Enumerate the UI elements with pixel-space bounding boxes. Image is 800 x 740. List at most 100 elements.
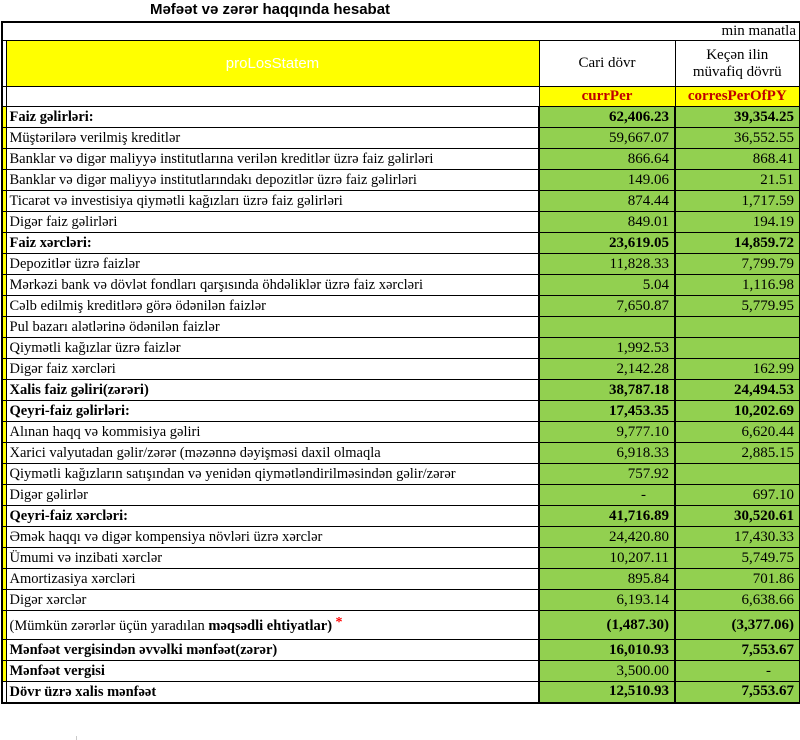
previous-period-label-line2: müvafiq dövrü bbox=[692, 63, 782, 80]
row-value-current-period: 23,619.05 bbox=[538, 232, 676, 255]
table-row: Digər faiz xərcləri 2,142.28 162.99 bbox=[1, 358, 800, 381]
row-value-previous-period: 5,749.75 bbox=[674, 547, 800, 570]
row-value-current-period: 7,650.87 bbox=[538, 295, 676, 318]
unit-note: min manatla bbox=[1, 21, 800, 42]
footnote-asterisk: * bbox=[332, 615, 343, 631]
row-value-previous-period: 701.86 bbox=[674, 568, 800, 591]
row-label: Qiymətli kağızların satışından və yenidə… bbox=[5, 463, 540, 486]
table-header-row: proLosStatem Cari dövr Keçən ilin müvafi… bbox=[1, 40, 800, 88]
row-value-current-period: (1,487.30) bbox=[538, 610, 676, 641]
row-value-current-period: 10,207.11 bbox=[538, 547, 676, 570]
row-value-previous-period: 24,494.53 bbox=[674, 379, 800, 402]
table-row: Qeyri-faiz gəlirləri: 17,453.35 10,202.69 bbox=[1, 400, 800, 423]
row-value-current-period: 849.01 bbox=[538, 211, 676, 234]
row-label: Qeyri-faiz xərcləri: bbox=[5, 505, 540, 528]
table-row: (Mümkün zərərlər üçün yaradılan məqsədli… bbox=[1, 610, 800, 641]
row-label: Dövr üzrə xalis mənfəət bbox=[5, 681, 540, 704]
previous-period-label-line1: Keçən ilin bbox=[706, 46, 769, 63]
row-value-previous-period: 2,885.15 bbox=[674, 442, 800, 465]
row-label: Faiz gəlirləri: bbox=[5, 106, 540, 129]
row-value-previous-period bbox=[674, 316, 800, 339]
row-label: Banklar və digər maliyyə institutlarına … bbox=[5, 148, 540, 171]
row-value-previous-period: 14,859.72 bbox=[674, 232, 800, 255]
table-row: Digər gəlirlər -697.10 bbox=[1, 484, 800, 507]
row-label: Mənfəət vergisindən əvvəlki mənfəət(zərə… bbox=[5, 639, 540, 662]
row-label: Əmək haqqı və digər kompensiya növləri ü… bbox=[5, 526, 540, 549]
table-row: Alınan haqq və kommisiya gəliri 9,777.10 6… bbox=[1, 421, 800, 444]
row-value-previous-period: 1,116.98 bbox=[674, 274, 800, 297]
row-label: Xarici valyutadan gəlir/zərər (məzənnə d… bbox=[5, 442, 540, 465]
row-label: Mərkəzi bank və dövlət fondları qarşısın… bbox=[5, 274, 540, 297]
row-label: Cəlb edilmiş kreditlərə görə ödənilən fa… bbox=[5, 295, 540, 318]
current-period-code: currPer bbox=[538, 86, 676, 108]
row-value-current-period: 17,453.35 bbox=[538, 400, 676, 423]
row-value-previous-period: 30,520.61 bbox=[674, 505, 800, 528]
row-value-current-period: 2,142.28 bbox=[538, 358, 676, 381]
row-value-previous-period: 36,552.55 bbox=[674, 127, 800, 150]
row-value-current-period: 1,992.53 bbox=[538, 337, 676, 360]
table-row: Digər faiz gəlirləri 849.01 194.19 bbox=[1, 211, 800, 234]
row-value-current-period: 11,828.33 bbox=[538, 253, 676, 276]
row-value-previous-period: 17,430.33 bbox=[674, 526, 800, 549]
row-value-previous-period: 162.99 bbox=[674, 358, 800, 381]
row-value-current-period: 149.06 bbox=[538, 169, 676, 192]
table-row: Xarici valyutadan gəlir/zərər (məzənnə d… bbox=[1, 442, 800, 465]
row-value-previous-period bbox=[674, 337, 800, 360]
table-row: Amortizasiya xərcləri 895.84 701.86 bbox=[1, 568, 800, 591]
row-value-previous-period: 21.51 bbox=[674, 169, 800, 192]
table-row: Müştərilərə verilmiş kreditlər 59,667.07 3… bbox=[1, 127, 800, 150]
row-value-current-period: 895.84 bbox=[538, 568, 676, 591]
row-value-current-period: 62,406.23 bbox=[538, 106, 676, 129]
row-value-previous-period: 10,202.69 bbox=[674, 400, 800, 423]
table-row: Qiymətli kağızların satışından və yenidə… bbox=[1, 463, 800, 486]
row-value-previous-period: 868.41 bbox=[674, 148, 800, 171]
table-row: Cəlb edilmiş kreditlərə görə ödənilən fa… bbox=[1, 295, 800, 318]
table-row: Faiz gəlirləri: 62,406.23 39,354.25 bbox=[1, 106, 800, 129]
table-row: Əmək haqqı və digər kompensiya növləri ü… bbox=[1, 526, 800, 549]
table-row: Mənfəət vergisindən əvvəlki mənfəət(zərə… bbox=[1, 639, 800, 662]
row-label: Digər faiz gəlirləri bbox=[5, 211, 540, 234]
row-value-previous-period: 6,620.44 bbox=[674, 421, 800, 444]
row-value-current-period: 866.64 bbox=[538, 148, 676, 171]
row-label: Qiymətli kağızlar üzrə faizlər bbox=[5, 337, 540, 360]
table-row: Qeyri-faiz xərcləri: 41,716.89 30,520.61 bbox=[1, 505, 800, 528]
row-value-previous-period: 7,553.67 bbox=[674, 639, 800, 662]
row-label: Amortizasiya xərcləri bbox=[5, 568, 540, 591]
row-label: Digər faiz xərcləri bbox=[5, 358, 540, 381]
row-value-current-period: 6,193.14 bbox=[538, 589, 676, 612]
table-row: Dövr üzrə xalis mənfəət 12,510.93 7,553.67 bbox=[1, 681, 800, 704]
unit-note-row: min manatla bbox=[1, 21, 800, 42]
row-value-previous-period: 697.10 bbox=[674, 484, 800, 507]
column-header-current-period: Cari dövr bbox=[538, 40, 676, 88]
row-value-current-period: 757.92 bbox=[538, 463, 676, 486]
row-label-emphasis: məqsədli ehtiyatlar) bbox=[208, 618, 333, 635]
row-value-current-period: 874.44 bbox=[538, 190, 676, 213]
row-label: Depozitlər üzrə faizlər bbox=[5, 253, 540, 276]
row-label: Faiz xərcləri: bbox=[5, 232, 540, 255]
row-value-current-period: 59,667.07 bbox=[538, 127, 676, 150]
previous-period-code: corresPerOfPY bbox=[674, 86, 800, 108]
row-value-previous-period: 6,638.66 bbox=[674, 589, 800, 612]
row-value-previous-period: 194.19 bbox=[674, 211, 800, 234]
row-label: Pul bazarı alətlərinə ödənilən faizlər bbox=[5, 316, 540, 339]
column-header-previous-period: Keçən ilin müvafiq dövrü bbox=[674, 40, 800, 88]
row-label: Digər gəlirlər bbox=[5, 484, 540, 507]
table-row: Depozitlər üzrə faizlər 11,828.33 7,799.79 bbox=[1, 253, 800, 276]
row-value-current-period: 12,510.93 bbox=[538, 681, 676, 704]
row-value-current-period bbox=[538, 316, 676, 339]
row-label: Ticarət və investisiya qiymətli kağızlar… bbox=[5, 190, 540, 213]
row-value-current-period: - bbox=[538, 484, 676, 507]
table-row: Digər xərclər 6,193.14 6,638.66 bbox=[1, 589, 800, 612]
row-value-previous-period: (3,377.06) bbox=[674, 610, 800, 641]
row-label: Müştərilərə verilmiş kreditlər bbox=[5, 127, 540, 150]
row-label-text: (Mümkün zərərlər üçün yaradılan bbox=[9, 618, 209, 635]
table-row: Banklar və digər maliyyə institutlarında… bbox=[1, 169, 800, 192]
row-value-previous-period: 5,779.95 bbox=[674, 295, 800, 318]
row-label: Xalis faiz gəliri(zərəri) bbox=[5, 379, 540, 402]
table-row: Ümumi və inzibati xərclər 10,207.11 5,749.… bbox=[1, 547, 800, 570]
row-value-current-period: 16,010.93 bbox=[538, 639, 676, 662]
table-row: Mərkəzi bank və dövlət fondları qarşısın… bbox=[1, 274, 800, 297]
row-value-current-period: 41,716.89 bbox=[538, 505, 676, 528]
row-value-previous-period: 7,553.67 bbox=[674, 681, 800, 704]
row-label: Mənfəət vergisi bbox=[5, 660, 540, 683]
